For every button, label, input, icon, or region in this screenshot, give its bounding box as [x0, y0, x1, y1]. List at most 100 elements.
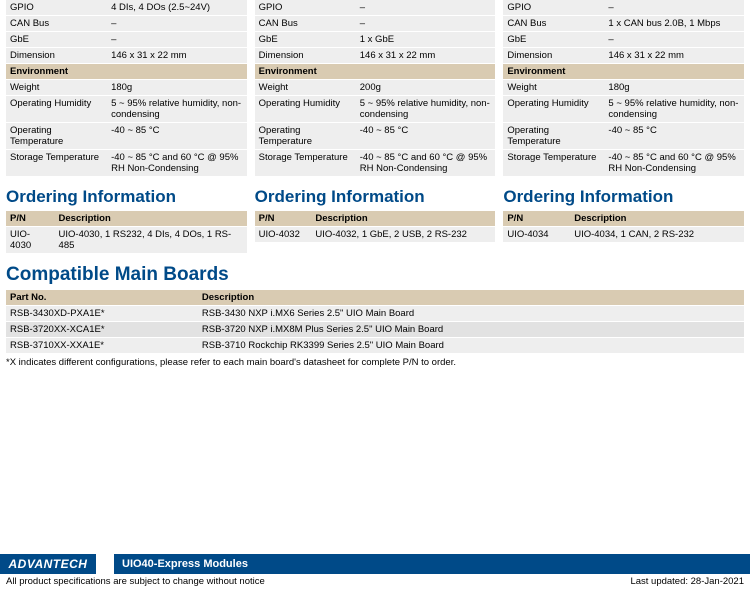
ordering-title: Ordering Information [503, 187, 744, 207]
value-weight: 180g [107, 80, 247, 96]
label-weight: Weight [255, 80, 356, 96]
footer-bar: ADVANTECH UIO40-Express Modules [0, 554, 750, 574]
value-dim: 146 x 31 x 22 mm [107, 48, 247, 64]
compatible-title: Compatible Main Boards [6, 264, 744, 286]
order-head-desc: Description [570, 211, 744, 227]
order-desc: UIO-4034, 1 CAN, 2 RS-232 [570, 227, 744, 243]
footer-logo: ADVANTECH [0, 554, 96, 574]
label-optemp: Operating Temperature [503, 123, 604, 150]
value-gpio: – [356, 0, 496, 16]
compat-desc: RSB-3720 NXP i.MX8M Plus Series 2.5" UIO… [198, 322, 744, 338]
ordering-title: Ordering Information [6, 187, 247, 207]
order-desc: UIO-4030, 1 RS232, 4 DIs, 4 DOs, 1 RS-48… [55, 227, 247, 254]
value-sttemp: -40 ~ 85 °C and 60 °C @ 95% RH Non-Conde… [107, 150, 247, 177]
value-can: 1 x CAN bus 2.0B, 1 Mbps [604, 16, 744, 32]
spec-column-1: GPIO4 DIs, 4 DOs (2.5~24V) CAN Bus– GbE–… [6, 0, 247, 254]
value-can: – [356, 16, 496, 32]
value-gbe: 1 x GbE [356, 32, 496, 48]
label-optemp: Operating Temperature [6, 123, 107, 150]
value-weight: 200g [356, 80, 496, 96]
order-head-pn: P/N [6, 211, 55, 227]
compat-pn: RSB-3720XX-XCA1E* [6, 322, 198, 338]
compat-pn: RSB-3430XD-PXA1E* [6, 306, 198, 322]
value-hum: 5 ~ 95% relative humidity, non-condensin… [604, 96, 744, 123]
label-hum: Operating Humidity [6, 96, 107, 123]
value-gpio: 4 DIs, 4 DOs (2.5~24V) [107, 0, 247, 16]
label-can: CAN Bus [255, 16, 356, 32]
order-table-3: P/NDescription UIO-4034UIO-4034, 1 CAN, … [503, 211, 744, 243]
order-table-2: P/NDescription UIO-4032UIO-4032, 1 GbE, … [255, 211, 496, 243]
value-hum: 5 ~ 95% relative humidity, non-condensin… [107, 96, 247, 123]
compat-head-partno: Part No. [6, 290, 198, 306]
order-head-pn: P/N [255, 211, 312, 227]
label-gbe: GbE [503, 32, 604, 48]
env-header: Environment [6, 64, 247, 80]
compat-note: *X indicates different configurations, p… [6, 357, 744, 368]
label-sttemp: Storage Temperature [255, 150, 356, 177]
label-gbe: GbE [255, 32, 356, 48]
spec-column-2: GPIO– CAN Bus– GbE1 x GbE Dimension146 x… [255, 0, 496, 254]
label-hum: Operating Humidity [255, 96, 356, 123]
value-dim: 146 x 31 x 22 mm [356, 48, 496, 64]
footer-title: UIO40-Express Modules [122, 558, 248, 570]
compat-desc: RSB-3710 Rockchip RK3399 Series 2.5" UIO… [198, 338, 744, 354]
compatible-boards-section: Compatible Main Boards Part No. Descript… [0, 264, 750, 368]
label-optemp: Operating Temperature [255, 123, 356, 150]
value-optemp: -40 ~ 85 °C [356, 123, 496, 150]
label-hum: Operating Humidity [503, 96, 604, 123]
label-can: CAN Bus [6, 16, 107, 32]
table-row: RSB-3430XD-PXA1E*RSB-3430 NXP i.MX6 Seri… [6, 306, 744, 322]
value-can: – [107, 16, 247, 32]
order-head-pn: P/N [503, 211, 570, 227]
logo-text: ADVANTECH [9, 557, 88, 571]
compat-pn: RSB-3710XX-XXA1E* [6, 338, 198, 354]
label-weight: Weight [6, 80, 107, 96]
value-dim: 146 x 31 x 22 mm [604, 48, 744, 64]
footer-right: Last updated: 28-Jan-2021 [630, 576, 744, 587]
order-pn: UIO-4032 [255, 227, 312, 243]
value-optemp: -40 ~ 85 °C [604, 123, 744, 150]
table-row: RSB-3720XX-XCA1E*RSB-3720 NXP i.MX8M Plu… [6, 322, 744, 338]
spec-table-2: GPIO– CAN Bus– GbE1 x GbE Dimension146 x… [255, 0, 496, 177]
value-gbe: – [604, 32, 744, 48]
order-pn: UIO-4030 [6, 227, 55, 254]
value-gpio: – [604, 0, 744, 16]
value-gbe: – [107, 32, 247, 48]
env-header: Environment [255, 64, 496, 80]
label-gpio: GPIO [503, 0, 604, 16]
compat-head-desc: Description [198, 290, 744, 306]
spec-column-3: GPIO– CAN Bus1 x CAN bus 2.0B, 1 Mbps Gb… [503, 0, 744, 254]
label-can: CAN Bus [503, 16, 604, 32]
order-pn: UIO-4034 [503, 227, 570, 243]
label-weight: Weight [503, 80, 604, 96]
value-optemp: -40 ~ 85 °C [107, 123, 247, 150]
footer-left: All product specifications are subject t… [6, 576, 265, 587]
footer-meta: All product specifications are subject t… [0, 574, 750, 591]
value-sttemp: -40 ~ 85 °C and 60 °C @ 95% RH Non-Conde… [356, 150, 496, 177]
order-head-desc: Description [55, 211, 247, 227]
label-dim: Dimension [6, 48, 107, 64]
env-header: Environment [503, 64, 744, 80]
label-gbe: GbE [6, 32, 107, 48]
value-weight: 180g [604, 80, 744, 96]
label-gpio: GPIO [255, 0, 356, 16]
spec-table-1: GPIO4 DIs, 4 DOs (2.5~24V) CAN Bus– GbE–… [6, 0, 247, 177]
order-head-desc: Description [311, 211, 495, 227]
spec-table-3: GPIO– CAN Bus1 x CAN bus 2.0B, 1 Mbps Gb… [503, 0, 744, 177]
compat-desc: RSB-3430 NXP i.MX6 Series 2.5" UIO Main … [198, 306, 744, 322]
label-dim: Dimension [503, 48, 604, 64]
label-dim: Dimension [255, 48, 356, 64]
label-sttemp: Storage Temperature [503, 150, 604, 177]
value-sttemp: -40 ~ 85 °C and 60 °C @ 95% RH Non-Conde… [604, 150, 744, 177]
table-row: RSB-3710XX-XXA1E*RSB-3710 Rockchip RK339… [6, 338, 744, 354]
ordering-title: Ordering Information [255, 187, 496, 207]
footer: ADVANTECH UIO40-Express Modules All prod… [0, 554, 750, 591]
footer-gap [96, 554, 114, 574]
label-gpio: GPIO [6, 0, 107, 16]
spec-columns: GPIO4 DIs, 4 DOs (2.5~24V) CAN Bus– GbE–… [0, 0, 750, 254]
compat-table: Part No. Description RSB-3430XD-PXA1E*RS… [6, 290, 744, 354]
label-sttemp: Storage Temperature [6, 150, 107, 177]
order-desc: UIO-4032, 1 GbE, 2 USB, 2 RS-232 [311, 227, 495, 243]
value-hum: 5 ~ 95% relative humidity, non-condensin… [356, 96, 496, 123]
order-table-1: P/NDescription UIO-4030UIO-4030, 1 RS232… [6, 211, 247, 254]
